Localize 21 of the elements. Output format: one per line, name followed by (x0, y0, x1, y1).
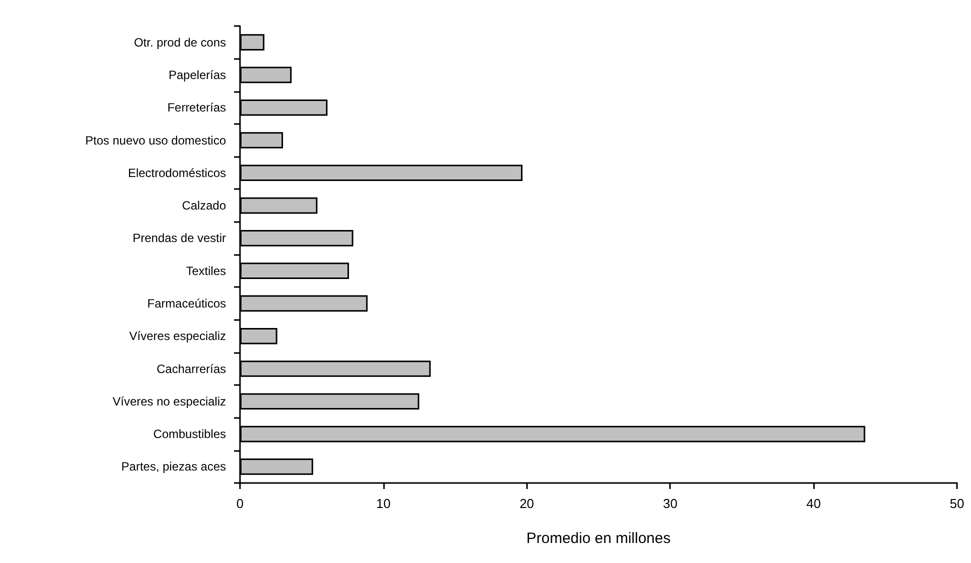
y-tick-label: Textiles (186, 264, 226, 278)
y-tick-label: Ptos nuevo uso domestico (85, 133, 226, 148)
y-tick-label: Combustibles (153, 427, 226, 442)
y-tick-label: Electrodomésticos (128, 166, 226, 180)
y-tick-label: Farmaceúticos (147, 296, 226, 310)
y-tick-label: Otr. prod de cons (134, 35, 226, 50)
y-tick-label: Papelerías (168, 68, 226, 82)
x-tick-label: 0 (236, 496, 244, 511)
x-axis-title: Promedio en millones (526, 530, 671, 547)
x-tick-label: 50 (950, 496, 964, 511)
y-tick-label: Cacharrerías (156, 362, 226, 376)
y-tick-label: Víveres especializ (129, 329, 226, 344)
y-tick-label: Ferreterías (167, 100, 226, 115)
y-tick-label: Calzado (182, 198, 226, 213)
x-tick-label: 20 (520, 496, 534, 511)
x-tick-label: 40 (806, 496, 821, 511)
x-tick-label: 30 (662, 496, 678, 511)
y-tick-label: Víveres no especializ (112, 394, 226, 408)
x-tick-label: 10 (376, 496, 391, 511)
y-tick-label: Partes, piezas aces (121, 460, 226, 474)
y-tick-label: Prendas de vestir (132, 231, 226, 246)
